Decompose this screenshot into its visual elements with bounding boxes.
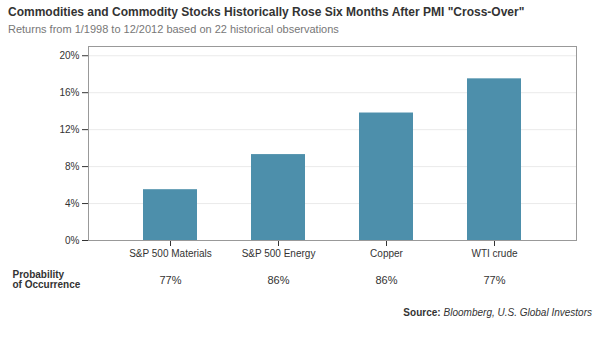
svg-text:16%: 16%	[59, 87, 79, 98]
html-text:Commodities and Commodity Stoc: Commodities and Commodity Stocks Histori…	[8, 5, 525, 19]
html-text:Returns from 1/1998 to 12/2012: Returns from 1/1998 to 12/2012 based on …	[8, 23, 339, 35]
svg-text:WTI crude: WTI crude	[471, 248, 518, 259]
svg-text:8%: 8%	[65, 161, 80, 172]
svg-text:Copper: Copper	[370, 248, 403, 259]
svg-text:S&P 500 Energy: S&P 500 Energy	[242, 248, 316, 259]
svg-text:20%: 20%	[59, 50, 79, 61]
html-text:Source: Bloomberg, U.S. Global: Source: Bloomberg, U.S. Global Investors	[403, 307, 592, 318]
svg-text:77%: 77%	[159, 274, 181, 286]
svg-text:12%: 12%	[59, 124, 79, 135]
svg-text:0%: 0%	[65, 235, 80, 246]
svg-text:4%: 4%	[65, 198, 80, 209]
svg-text:S&P 500 Materials: S&P 500 Materials	[129, 248, 212, 259]
svg-text:86%: 86%	[267, 274, 289, 286]
svg-text:77%: 77%	[483, 274, 505, 286]
svg-text:Probabilityof Occurrence: Probabilityof Occurrence	[13, 269, 81, 290]
svg-text:86%: 86%	[375, 274, 397, 286]
